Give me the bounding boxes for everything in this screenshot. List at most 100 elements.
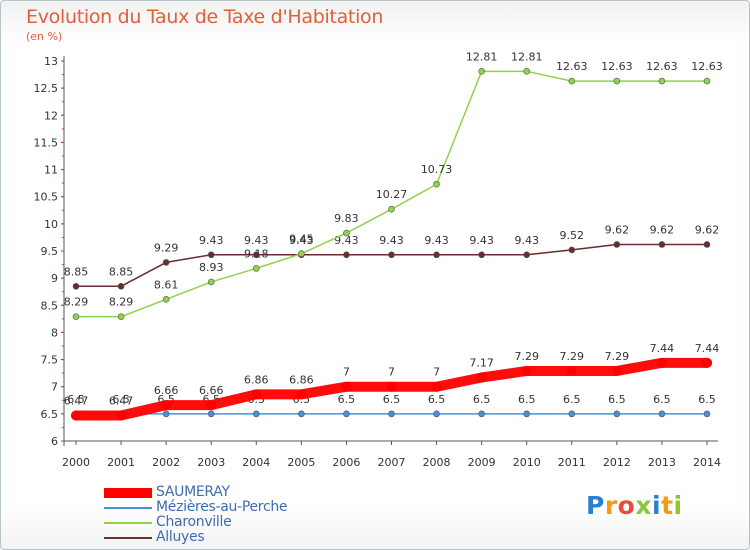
legend-swatch bbox=[104, 522, 152, 524]
data-point bbox=[72, 313, 80, 320]
data-label: 9.43 bbox=[469, 234, 494, 247]
data-point bbox=[433, 251, 440, 259]
data-point bbox=[656, 357, 667, 368]
data-point bbox=[566, 365, 577, 376]
data-label: 10.27 bbox=[376, 188, 408, 201]
proxiti-logo: Proxiti bbox=[586, 491, 683, 520]
legend-swatch bbox=[104, 507, 152, 509]
y-tick-label: 9.5 bbox=[41, 245, 59, 258]
data-label: 12.63 bbox=[646, 60, 678, 73]
data-point bbox=[478, 251, 485, 259]
y-tick-label: 12.5 bbox=[34, 82, 59, 95]
data-point bbox=[206, 400, 217, 411]
data-point bbox=[611, 365, 622, 376]
y-tick-label: 7 bbox=[51, 381, 58, 394]
legend-label: SAUMERAY bbox=[156, 484, 230, 500]
data-point bbox=[658, 77, 666, 85]
data-point bbox=[476, 372, 487, 383]
y-tick-label: 12 bbox=[44, 109, 58, 122]
logo-letter: x bbox=[635, 491, 652, 520]
data-label: 9.43 bbox=[424, 234, 449, 247]
data-point bbox=[478, 68, 485, 75]
y-tick-label: 8.5 bbox=[41, 299, 59, 312]
data-point bbox=[431, 381, 442, 392]
x-tick-label: 2011 bbox=[558, 456, 586, 469]
y-tick-label: 7.5 bbox=[41, 354, 59, 367]
x-tick-label: 2009 bbox=[468, 456, 496, 469]
x-tick-label: 2013 bbox=[648, 456, 676, 469]
data-point bbox=[702, 357, 712, 368]
data-label: 8.29 bbox=[109, 296, 134, 309]
data-label: 6.5 bbox=[112, 393, 130, 406]
data-point bbox=[658, 410, 666, 418]
data-point bbox=[568, 410, 576, 418]
data-point bbox=[298, 410, 305, 418]
data-point bbox=[703, 241, 711, 248]
series-4: 8.85 8.85 9.29 9.43 9.43 9.43 9.43 9.43 9.43 9.43… bbox=[64, 223, 719, 290]
data-point bbox=[433, 410, 440, 418]
data-point bbox=[343, 229, 350, 237]
data-point bbox=[613, 410, 621, 418]
data-label: 7.29 bbox=[605, 350, 630, 363]
data-label: 7 bbox=[343, 366, 350, 379]
data-point bbox=[386, 381, 397, 392]
data-point bbox=[71, 410, 81, 421]
data-label: 7.29 bbox=[514, 350, 539, 363]
chart-title: Evolution du Taux de Taxe d'Habitation bbox=[26, 6, 384, 28]
chart-subtitle: (en %) bbox=[26, 30, 63, 43]
data-label: 9.45 bbox=[289, 233, 314, 246]
data-label: 12.81 bbox=[511, 50, 543, 63]
data-point bbox=[207, 278, 215, 286]
data-label: 8.61 bbox=[154, 278, 179, 291]
data-point bbox=[341, 381, 352, 392]
data-label: 12.63 bbox=[556, 60, 588, 73]
legend-swatch bbox=[104, 537, 152, 539]
logo-letter: i bbox=[652, 491, 662, 520]
data-point bbox=[478, 410, 485, 418]
logo-letter: r bbox=[604, 491, 618, 520]
data-label: 8.85 bbox=[64, 265, 89, 278]
x-tick-label: 2014 bbox=[693, 456, 721, 469]
data-label: 7 bbox=[433, 366, 440, 379]
data-point bbox=[162, 410, 170, 418]
logo-letter: o bbox=[617, 491, 636, 520]
data-label: 10.73 bbox=[421, 163, 453, 176]
y-tick-label: 10 bbox=[44, 218, 58, 231]
data-label: 9.62 bbox=[605, 223, 630, 236]
data-label: 6.5 bbox=[698, 393, 716, 406]
data-label: 9.52 bbox=[560, 229, 585, 242]
y-tick-label: 13 bbox=[44, 55, 58, 68]
data-label: 6.86 bbox=[244, 373, 269, 386]
data-point bbox=[343, 410, 350, 418]
data-point bbox=[568, 77, 576, 85]
data-label: 7 bbox=[388, 366, 395, 379]
y-tick-label: 8 bbox=[51, 326, 58, 339]
data-point bbox=[298, 250, 305, 258]
data-point bbox=[613, 77, 621, 85]
data-point bbox=[388, 205, 395, 213]
x-tick-label: 2002 bbox=[152, 456, 180, 469]
x-tick-label: 2004 bbox=[242, 456, 270, 469]
data-label: 9.43 bbox=[244, 234, 269, 247]
data-label: 6.5 bbox=[473, 393, 491, 406]
data-point bbox=[207, 251, 215, 259]
data-point bbox=[343, 251, 350, 259]
x-tick-label: 2006 bbox=[332, 456, 360, 469]
data-point bbox=[207, 410, 215, 418]
data-point bbox=[117, 313, 125, 320]
data-label: 6.5 bbox=[563, 393, 581, 406]
data-point bbox=[252, 265, 260, 272]
data-point bbox=[523, 68, 531, 75]
data-label: 9.43 bbox=[289, 234, 314, 247]
data-point bbox=[703, 410, 711, 418]
data-point bbox=[388, 251, 395, 259]
data-label: 8.29 bbox=[64, 296, 89, 309]
data-point bbox=[613, 241, 621, 248]
data-label: 9.43 bbox=[379, 234, 404, 247]
data-point bbox=[251, 389, 262, 400]
series-1: 6.47 6.47 6.66 6.66 6.86 6.86 7 7 7 7.17 7.29 7.29 7… bbox=[64, 342, 719, 421]
data-point bbox=[72, 282, 80, 290]
data-label: 6.5 bbox=[428, 393, 446, 406]
